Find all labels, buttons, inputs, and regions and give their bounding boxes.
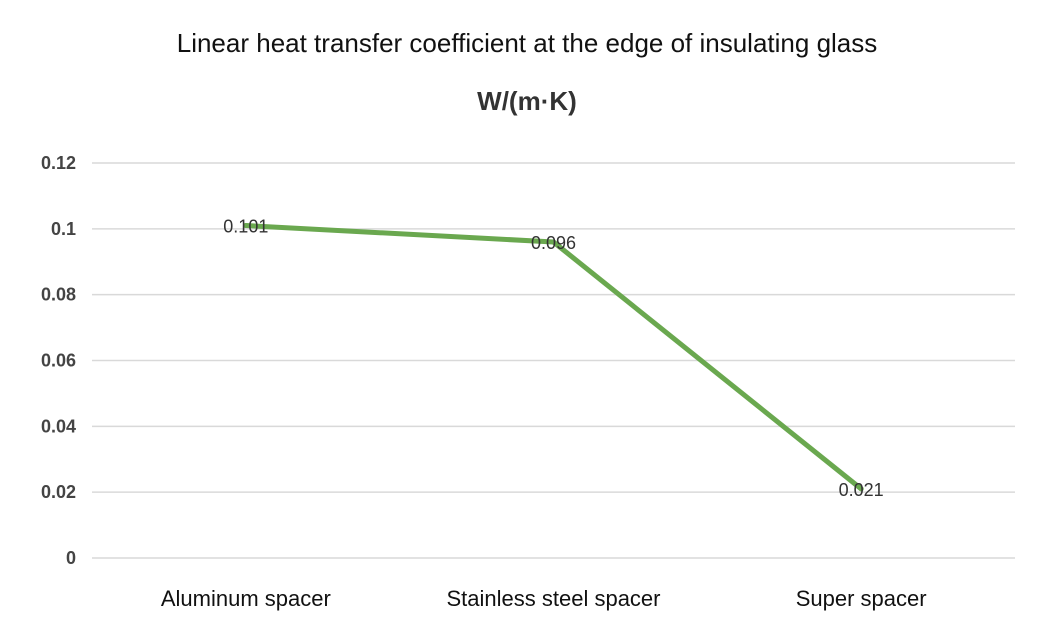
data-points [243, 223, 864, 492]
data-point [243, 223, 249, 229]
data-label: 0.096 [531, 233, 576, 253]
grid-lines [92, 162, 1015, 559]
data-point [858, 486, 864, 492]
data-labels: 0.101 0.096 0.021 [223, 217, 883, 500]
y-tick-label: 0.02 [41, 482, 76, 502]
series-line [243, 223, 864, 492]
y-axis-tick-labels: 0 0.02 0.04 0.06 0.08 0.1 0.12 [41, 153, 76, 568]
x-category-label: Super spacer [796, 586, 927, 611]
series-line-layer [243, 223, 864, 492]
x-category-label: Aluminum spacer [161, 586, 331, 611]
y-tick-label: 0.1 [51, 219, 76, 239]
y-tick-label: 0.12 [41, 153, 76, 173]
y-tick-label: 0.08 [41, 285, 76, 305]
y-tick-label: 0.06 [41, 351, 76, 371]
y-tick-label: 0.04 [41, 416, 76, 436]
data-point [551, 239, 556, 245]
x-category-label: Stainless steel spacer [447, 586, 661, 611]
chart-subtitle: W/(m·K) [477, 86, 577, 116]
x-axis-category-labels: Aluminum spacer Stainless steel spacer Sup… [161, 586, 927, 611]
data-label: 0.021 [839, 480, 884, 500]
chart-title: Linear heat transfer coefficient at the … [177, 28, 878, 58]
data-label: 0.101 [223, 217, 268, 237]
y-tick-label: 0 [66, 548, 76, 568]
